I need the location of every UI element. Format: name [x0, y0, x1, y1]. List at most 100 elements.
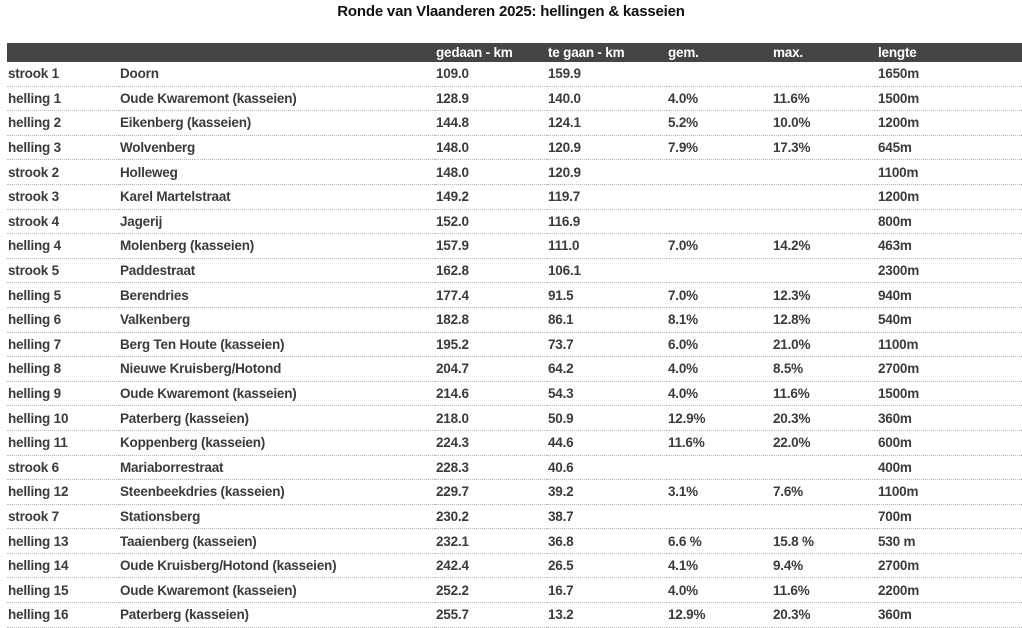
cell-te-gaan-km: 26.5	[547, 554, 667, 579]
cell-gem: 4.0%	[667, 87, 772, 112]
cell-segment-name: Holleweg	[119, 160, 435, 185]
column-header-max: max.	[772, 43, 877, 62]
cell-gedaan-km: 228.3	[435, 456, 547, 481]
cell-segment-type: helling 16	[7, 603, 119, 628]
cell-gedaan-km: 162.8	[435, 259, 547, 284]
cell-segment-type: helling 2	[7, 111, 119, 136]
cell-segment-name: Stationsberg	[119, 505, 435, 530]
cell-segment-type: strook 4	[7, 210, 119, 235]
table-row: strook 2 Holleweg 148.0 120.9 1100m	[7, 160, 1022, 185]
cell-gem	[667, 160, 772, 185]
cell-lengte: 1500m	[877, 87, 1022, 112]
cell-segment-type: helling 5	[7, 283, 119, 308]
cell-te-gaan-km: 86.1	[547, 308, 667, 333]
cell-segment-type: helling 7	[7, 333, 119, 358]
cell-gem: 6.0%	[667, 333, 772, 358]
cell-te-gaan-km: 116.9	[547, 210, 667, 235]
cell-gedaan-km: 148.0	[435, 160, 547, 185]
cell-gedaan-km: 128.9	[435, 87, 547, 112]
cell-segment-type: strook 5	[7, 259, 119, 284]
table-row: helling 14 Oude Kruisberg/Hotond (kasseie…	[7, 554, 1022, 579]
table-row: helling 5 Berendries 177.4 91.5 7.0% 12.3% 940…	[7, 283, 1022, 308]
cell-te-gaan-km: 119.7	[547, 185, 667, 210]
column-header-segment-name	[119, 43, 435, 62]
cell-lengte: 1200m	[877, 111, 1022, 136]
table-row: helling 8 Nieuwe Kruisberg/Hotond 204.7 64.…	[7, 357, 1022, 382]
cell-max	[772, 259, 877, 284]
column-header-te-gaan-km: te gaan - km	[547, 43, 667, 62]
cell-segment-name: Berendries	[119, 283, 435, 308]
table-row: helling 16 Paterberg (kasseien) 255.7 13.2 1…	[7, 603, 1022, 628]
column-header-gem: gem.	[667, 43, 772, 62]
cell-gedaan-km: 195.2	[435, 333, 547, 358]
cell-segment-type: helling 12	[7, 480, 119, 505]
cell-segment-type: helling 4	[7, 234, 119, 259]
cell-gem	[667, 210, 772, 235]
cell-lengte: 700m	[877, 505, 1022, 530]
cell-max: 20.3%	[772, 406, 877, 431]
cell-gedaan-km: 177.4	[435, 283, 547, 308]
cell-max	[772, 456, 877, 481]
cell-gem	[667, 62, 772, 87]
table-row: strook 6 Mariaborrestraat 228.3 40.6 400m	[7, 456, 1022, 481]
cell-gem: 4.0%	[667, 382, 772, 407]
cell-te-gaan-km: 73.7	[547, 333, 667, 358]
cell-te-gaan-km: 111.0	[547, 234, 667, 259]
table-row: helling 7 Berg Ten Houte (kasseien) 195.2 7…	[7, 333, 1022, 358]
column-header-gedaan-km: gedaan - km	[435, 43, 547, 62]
cell-lengte: 540m	[877, 308, 1022, 333]
cell-te-gaan-km: 159.9	[547, 62, 667, 87]
table-row: strook 1 Doorn 109.0 159.9 1650m	[7, 62, 1022, 87]
cell-lengte: 940m	[877, 283, 1022, 308]
cell-gedaan-km: 152.0	[435, 210, 547, 235]
cell-lengte: 360m	[877, 406, 1022, 431]
cell-gedaan-km: 230.2	[435, 505, 547, 530]
cell-max: 10.0%	[772, 111, 877, 136]
cell-gem	[667, 185, 772, 210]
cell-gem: 7.0%	[667, 283, 772, 308]
cell-segment-type: strook 1	[7, 62, 119, 87]
cell-max: 14.2%	[772, 234, 877, 259]
cell-te-gaan-km: 120.9	[547, 160, 667, 185]
cell-lengte: 1100m	[877, 333, 1022, 358]
cell-segment-name: Oude Kwaremont (kasseien)	[119, 578, 435, 604]
header-row: gedaan - km te gaan - km gem. max. lengt…	[7, 43, 1022, 62]
cell-gedaan-km: 144.8	[435, 111, 547, 136]
cell-te-gaan-km: 50.9	[547, 406, 667, 431]
cell-segment-name: Oude Kruisberg/Hotond (kasseien)	[119, 554, 435, 579]
table-row: helling 10 Paterberg (kasseien) 218.0 50.9 1…	[7, 406, 1022, 431]
cell-lengte: 600m	[877, 431, 1022, 456]
cell-te-gaan-km: 140.0	[547, 87, 667, 112]
cell-te-gaan-km: 120.9	[547, 136, 667, 161]
cell-te-gaan-km: 39.2	[547, 480, 667, 505]
cell-segment-type: strook 7	[7, 505, 119, 530]
cell-segment-type: strook 2	[7, 160, 119, 185]
table-row: helling 15 Oude Kwaremont (kasseien) 252.2…	[7, 578, 1022, 604]
cell-gedaan-km: 157.9	[435, 234, 547, 259]
table-row: helling 13 Taaienberg (kasseien) 232.1 36.8…	[7, 529, 1022, 554]
cell-segment-name: Molenberg (kasseien)	[119, 234, 435, 259]
cell-te-gaan-km: 40.6	[547, 456, 667, 481]
cell-te-gaan-km: 16.7	[547, 578, 667, 604]
cell-gem: 12.9%	[667, 406, 772, 431]
column-header-segment-type	[7, 43, 119, 62]
cell-segment-name: Paterberg (kasseien)	[119, 406, 435, 431]
table-row: helling 9 Oude Kwaremont (kasseien) 214.6 5…	[7, 382, 1022, 407]
cell-gedaan-km: 242.4	[435, 554, 547, 579]
table-row: helling 2 Eikenberg (kasseien) 144.8 124.1 5…	[7, 111, 1022, 136]
cell-max: 20.3%	[772, 603, 877, 628]
cell-te-gaan-km: 36.8	[547, 529, 667, 554]
cell-lengte: 2700m	[877, 554, 1022, 579]
cell-max: 11.6%	[772, 382, 877, 407]
cell-lengte: 1100m	[877, 480, 1022, 505]
cell-lengte: 2200m	[877, 578, 1022, 604]
cell-lengte: 800m	[877, 210, 1022, 235]
cell-gem: 4.1%	[667, 554, 772, 579]
cell-lengte: 2300m	[877, 259, 1022, 284]
cell-max: 12.8%	[772, 308, 877, 333]
climbs-table: gedaan - km te gaan - km gem. max. lengt…	[7, 43, 1022, 628]
cell-segment-type: strook 6	[7, 456, 119, 481]
cell-lengte: 1100m	[877, 160, 1022, 185]
table-row: strook 4 Jagerij 152.0 116.9 800m	[7, 210, 1022, 235]
cell-segment-type: helling 8	[7, 357, 119, 382]
